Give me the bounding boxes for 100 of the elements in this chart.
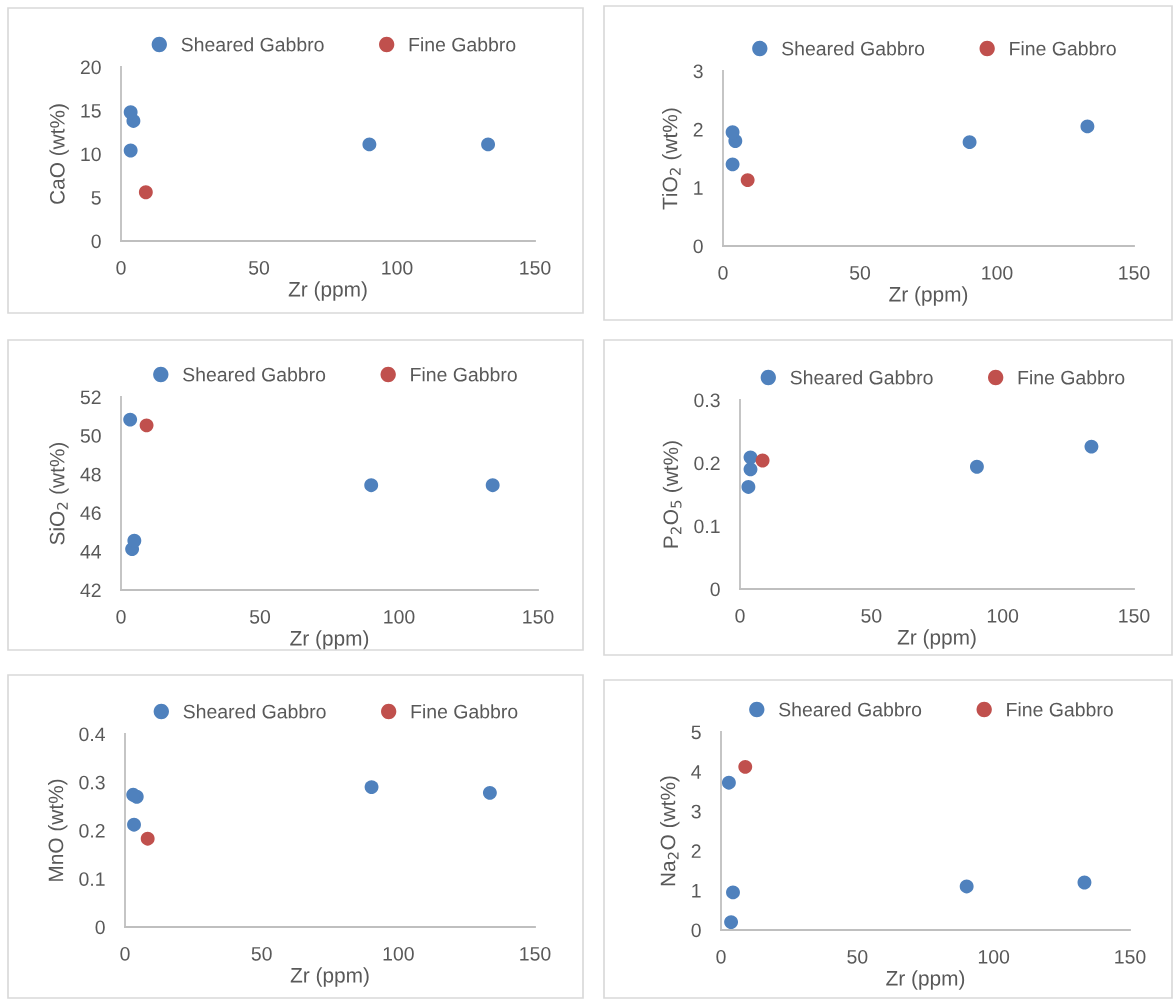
point (743, 462, 758, 477)
y-tick-label: 0 (710, 582, 720, 597)
point (738, 759, 753, 774)
legend-label: Fine Gabbro (1007, 702, 1113, 717)
x-axis-title: Zr (ppm) (290, 630, 369, 650)
point (362, 137, 377, 152)
point (139, 418, 154, 433)
point (725, 157, 740, 172)
y-tick-label: 0 (95, 920, 105, 935)
y-axis-title: CaO (wt%) (49, 104, 69, 204)
y-tick-label: 0 (693, 239, 703, 254)
point (969, 459, 984, 474)
y-tick-label: 0.2 (79, 823, 105, 838)
x-tick-label: 100 (384, 609, 415, 624)
point (481, 137, 496, 152)
x-tick-label: 0 (116, 609, 126, 624)
y-tick-label: 2 (693, 122, 703, 137)
x-tick-label: 0 (120, 946, 130, 961)
point (482, 785, 497, 800)
legend-label: Sheared Gabbro (779, 702, 922, 717)
y-tick-label: 0.1 (79, 872, 105, 886)
x-tick-label: 50 (861, 608, 882, 623)
x-tick-label: 150 (520, 260, 551, 275)
point (741, 480, 756, 494)
legend-label: Fine Gabbro (411, 704, 518, 719)
y-tick-label: 1 (694, 181, 703, 195)
point (364, 478, 379, 493)
y-tick-label: 15 (81, 104, 101, 118)
point (959, 879, 974, 894)
y-axis-title: SiO$_{2}$ (wt%) (49, 442, 69, 545)
y-tick-label: 3 (691, 804, 701, 819)
y-tick-label: 5 (691, 725, 701, 740)
point (726, 885, 740, 900)
y-tick-label: 0.3 (79, 775, 105, 790)
legend-label: Sheared Gabbro (790, 370, 933, 385)
legend-label: Fine Gabbro (1018, 370, 1125, 385)
x-axis-title: Zr (ppm) (288, 281, 367, 301)
point (138, 185, 153, 200)
y-tick-label: 44 (80, 545, 101, 559)
y-axis-title: TiO$_{2}$ (wt%) (662, 108, 682, 210)
point (755, 453, 770, 468)
x-tick-label: 150 (1115, 949, 1146, 964)
y-tick-label: 0.3 (694, 393, 720, 408)
x-tick-label: 50 (249, 609, 271, 624)
point (1077, 875, 1092, 890)
x-tick-label: 50 (849, 265, 871, 280)
legend-label: Sheared Gabbro (183, 704, 326, 719)
x-tick-label: 100 (987, 608, 1019, 623)
y-tick-label: 0 (91, 234, 101, 249)
y-tick-label: 10 (81, 147, 101, 162)
point (364, 780, 379, 795)
point (140, 831, 155, 846)
point (123, 105, 138, 120)
point (127, 817, 141, 832)
point (1084, 439, 1099, 454)
y-tick-label: 42 (80, 583, 101, 598)
point (485, 478, 500, 493)
y-tick-label: 20 (80, 60, 101, 75)
point (740, 173, 755, 188)
y-tick-label: 0.2 (694, 456, 720, 471)
y-tick-label: 5 (91, 191, 101, 205)
x-tick-label: 50 (248, 260, 270, 275)
x-tick-label: 100 (382, 260, 413, 275)
y-tick-label: 2 (691, 844, 701, 858)
x-tick-label: 0 (735, 608, 745, 623)
x-tick-label: 150 (1119, 265, 1150, 280)
x-tick-label: 150 (523, 609, 554, 624)
x-tick-label: 150 (1119, 608, 1150, 623)
x-axis-title: Zr (ppm) (886, 970, 965, 990)
y-axis-title: Na$_{2}$O (wt%) (660, 776, 680, 886)
y-tick-label: 1 (692, 884, 701, 898)
y-tick-label: 52 (80, 390, 101, 405)
y-tick-label: 0.4 (79, 727, 105, 742)
point (1080, 119, 1095, 134)
legend-label: Fine Gabbro (409, 37, 516, 52)
legend-label: Sheared Gabbro (782, 41, 925, 56)
y-tick-label: 48 (80, 467, 101, 482)
point (123, 143, 138, 158)
x-tick-label: 50 (847, 949, 868, 964)
point (721, 775, 736, 790)
point (724, 915, 739, 930)
y-tick-label: 0.1 (694, 519, 720, 534)
legend-label: Sheared Gabbro (181, 37, 324, 52)
y-tick-label: 46 (80, 506, 101, 521)
x-tick-label: 50 (251, 946, 272, 961)
point (123, 412, 138, 427)
point (743, 450, 758, 465)
y-axis-title: MnO (wt%) (48, 779, 68, 881)
y-tick-label: 50 (80, 429, 101, 443)
point (127, 533, 142, 548)
x-axis-title: Zr (ppm) (889, 286, 968, 306)
y-axis-title: P$_{2}$O$_{5}$ (wt%) (662, 441, 683, 548)
point (725, 125, 740, 140)
y-tick-label: 0 (691, 923, 701, 938)
point (962, 135, 977, 150)
x-tick-label: 150 (520, 946, 551, 961)
x-tick-label: 100 (383, 946, 414, 961)
y-tick-label: 4 (691, 765, 701, 779)
legend-label: Fine Gabbro (1010, 41, 1116, 56)
x-axis-title: Zr (ppm) (897, 629, 976, 649)
